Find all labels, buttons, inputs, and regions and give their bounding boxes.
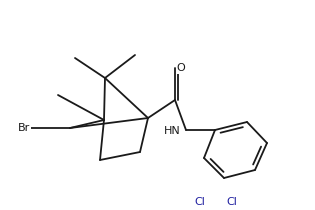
Text: Br: Br: [18, 123, 30, 133]
Text: Cl: Cl: [195, 197, 205, 207]
Text: HN: HN: [164, 126, 181, 136]
Text: O: O: [177, 63, 185, 73]
Text: Cl: Cl: [226, 197, 238, 207]
